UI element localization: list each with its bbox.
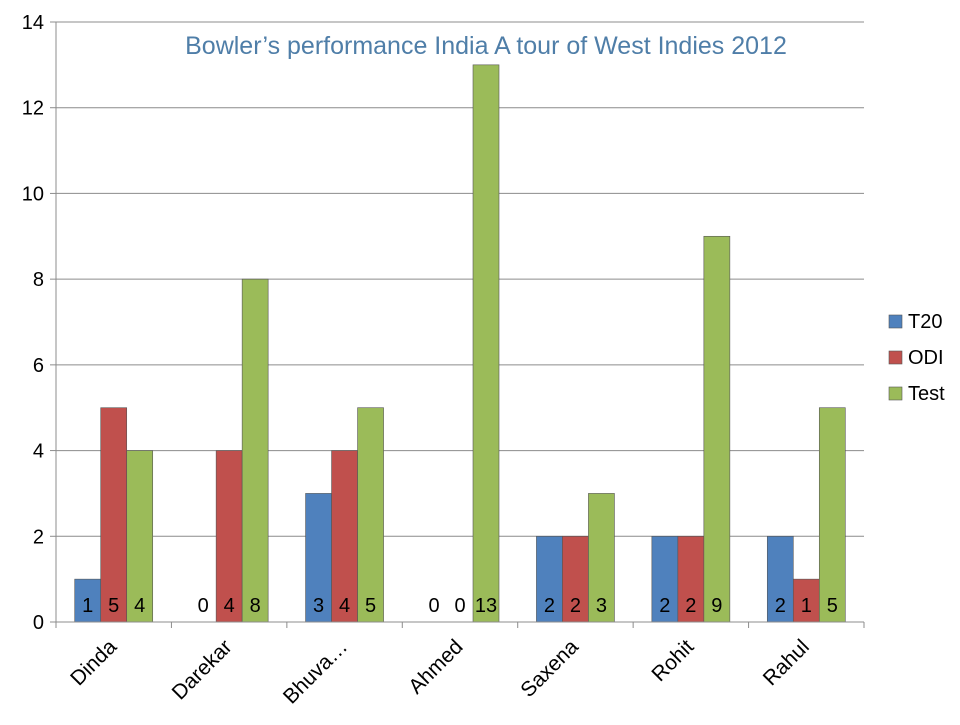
- y-tick-label: 8: [33, 269, 44, 291]
- y-tick-label: 12: [22, 98, 44, 120]
- gridlines: [50, 21, 865, 628]
- data-label-test-4: 3: [596, 595, 607, 617]
- data-label-odi-5: 2: [685, 595, 696, 617]
- bar-test-2: [357, 407, 384, 623]
- legend-label-t20: T20: [908, 311, 942, 333]
- bar-test-6: [818, 407, 846, 623]
- y-tick-label: 6: [33, 355, 44, 377]
- data-labels: 1 5 4 0 4 8 3 4 5 0 0 13 2 2 3 2 2 9 2 1 5: [82, 595, 838, 617]
- legend-swatch-t20: [888, 314, 903, 329]
- data-label-odi-3: 0: [454, 595, 465, 617]
- x-tick-labels: Dinda Darekar Bhuva… Ahmed Saxena Rohit Rahul: [66, 635, 814, 708]
- legend-swatch-odi: [888, 350, 903, 365]
- bar-odi-5: [677, 535, 705, 623]
- data-label-test-1: 8: [250, 595, 261, 617]
- y-tick-label: 2: [33, 526, 44, 548]
- legend: T20 ODI Test: [888, 311, 945, 405]
- bar-odi-4: [562, 535, 589, 623]
- y-tick-label: 4: [33, 441, 44, 463]
- data-label-test-3: 13: [475, 595, 497, 617]
- data-label-odi-1: 4: [224, 595, 235, 617]
- data-label-test-5: 9: [711, 595, 722, 617]
- data-label-t20-0: 1: [82, 595, 93, 617]
- y-tick-label: 14: [22, 12, 44, 34]
- bar-test-5: [703, 235, 731, 623]
- x-tick-label-2: Bhuva…: [279, 635, 352, 708]
- bar-test-0: [126, 450, 154, 623]
- bar-t20-4: [536, 535, 563, 623]
- x-tick-label-1: Darekar: [168, 635, 237, 704]
- bar-odi-1: [215, 450, 243, 623]
- x-tick-label-0: Dinda: [66, 635, 121, 690]
- bar-t20-6: [766, 535, 794, 623]
- legend-label-odi: ODI: [908, 347, 944, 369]
- bar-test-1: [241, 278, 269, 623]
- bar-odi-2: [331, 450, 358, 623]
- y-tick-labels: 0 2 4 6 8 10 12 14: [22, 12, 44, 634]
- bar-test-3: [472, 64, 500, 623]
- data-label-t20-3: 0: [428, 595, 439, 617]
- data-label-t20-2: 3: [313, 595, 324, 617]
- data-label-odi-2: 4: [339, 595, 350, 617]
- legend-label-test: Test: [908, 383, 945, 405]
- legend-swatch-test: [888, 386, 903, 401]
- data-label-test-2: 5: [365, 595, 376, 617]
- bars: [74, 64, 846, 623]
- y-tick-label: 10: [22, 183, 44, 205]
- data-label-t20-1: 0: [198, 595, 209, 617]
- axes: [55, 22, 864, 623]
- data-label-test-0: 4: [134, 595, 145, 617]
- data-label-t20-5: 2: [659, 595, 670, 617]
- y-tick-label: 0: [33, 612, 44, 634]
- bar-odi-0: [100, 407, 128, 623]
- bar-t20-2: [305, 493, 332, 623]
- chart-title: Bowler’s performance India A tour of Wes…: [185, 32, 787, 60]
- x-tick-label-4: Saxena: [516, 635, 583, 702]
- x-tick-label-6: Rahul: [759, 635, 814, 690]
- data-label-t20-6: 2: [775, 595, 786, 617]
- data-label-odi-6: 1: [801, 595, 812, 617]
- bar-odi-6: [792, 578, 820, 623]
- data-label-t20-4: 2: [544, 595, 555, 617]
- data-label-odi-4: 2: [570, 595, 581, 617]
- data-label-test-6: 5: [827, 595, 838, 617]
- x-tick-label-3: Ahmed: [404, 635, 467, 698]
- bar-t20-5: [651, 535, 679, 623]
- bar-test-4: [588, 493, 615, 623]
- x-tick-label-5: Rohit: [647, 635, 698, 686]
- bar-t20-0: [74, 578, 102, 623]
- data-label-odi-0: 5: [108, 595, 119, 617]
